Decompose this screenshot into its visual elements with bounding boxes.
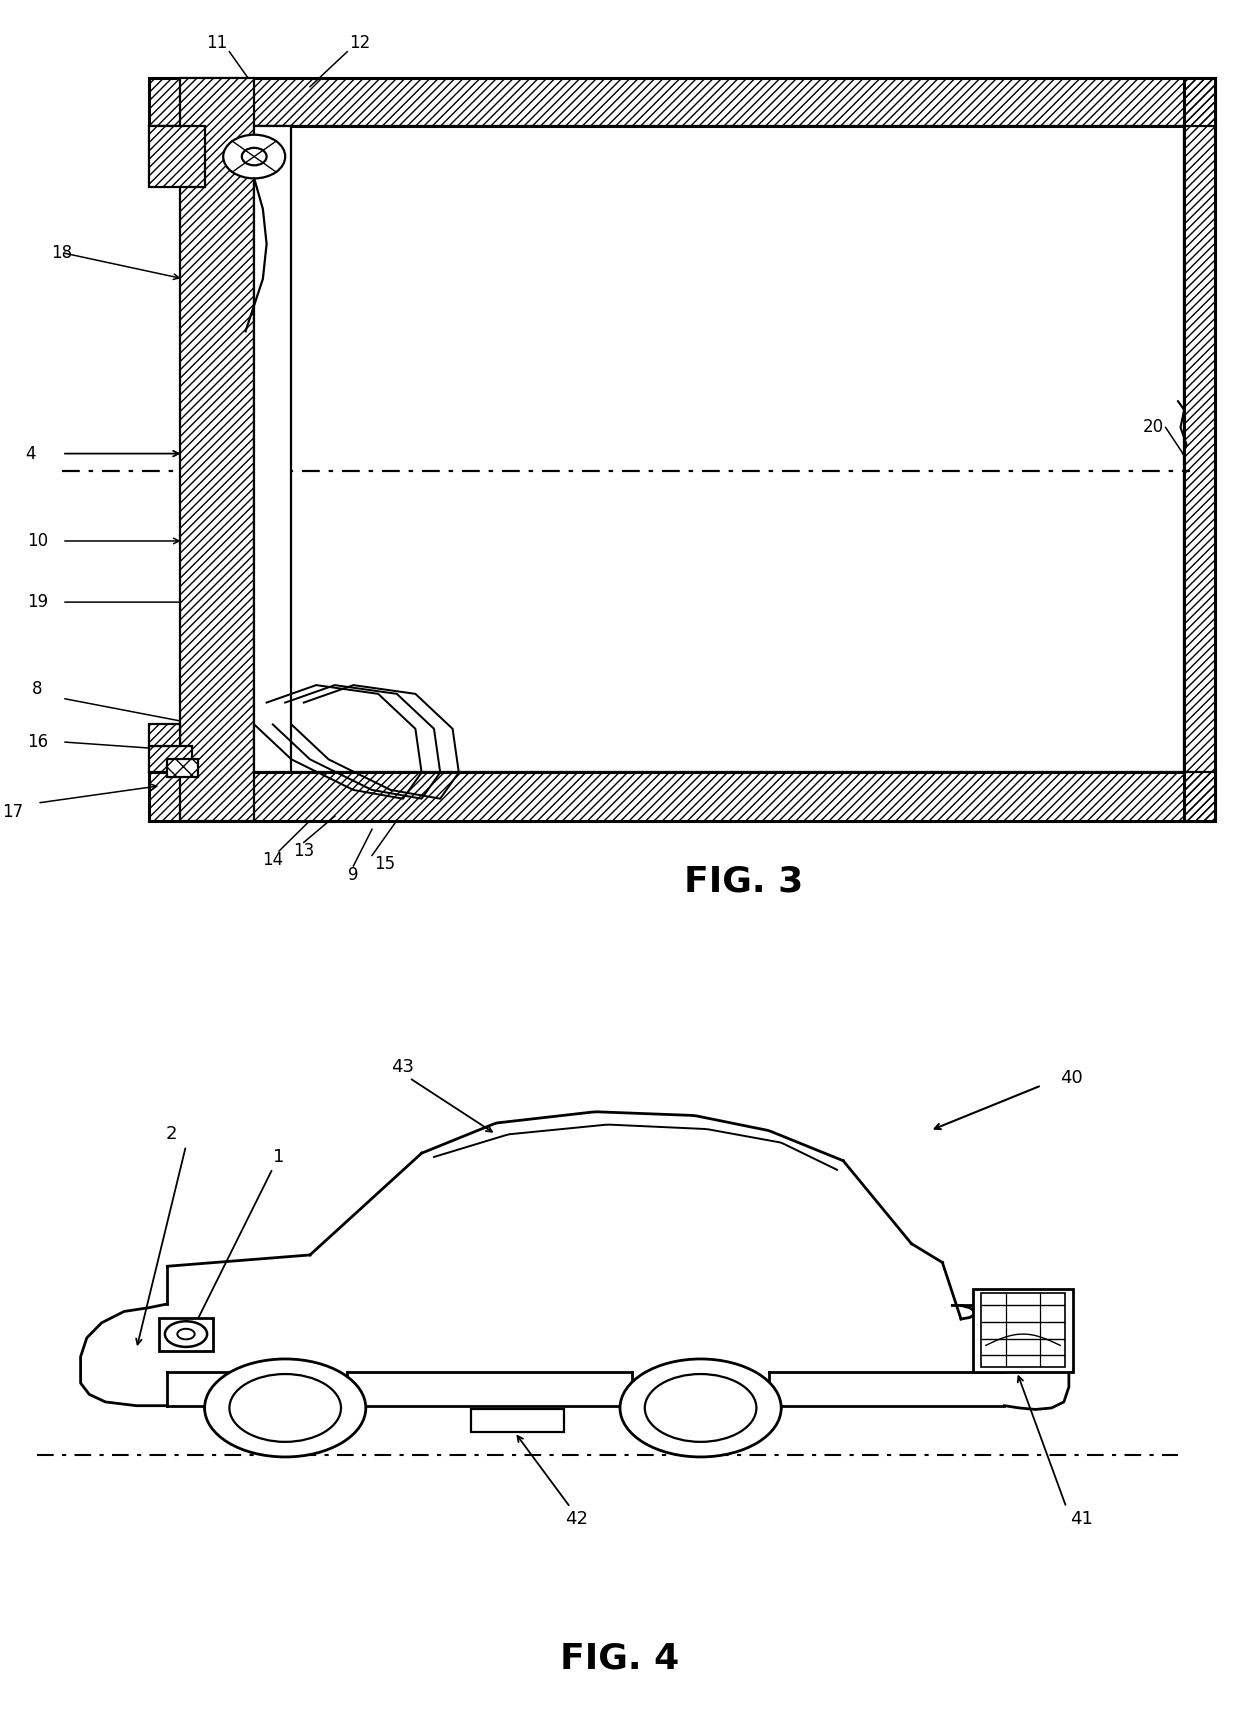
Text: 4: 4 [26,445,36,463]
Bar [167,759,198,778]
Bar [254,127,291,773]
Bar [149,725,180,747]
Bar [973,1288,1073,1372]
Circle shape [620,1358,781,1458]
Text: FIG. 3: FIG. 3 [684,865,804,899]
Text: 1: 1 [273,1148,285,1167]
Text: 14: 14 [262,851,284,868]
Bar [1184,77,1215,821]
Text: 17: 17 [1,803,24,821]
Text: 10: 10 [26,533,48,550]
Text: 40: 40 [1060,1069,1083,1086]
Text: 18: 18 [51,243,73,262]
Bar [149,127,205,187]
Bar [149,127,205,187]
Circle shape [223,135,285,178]
Circle shape [229,1374,341,1442]
Bar [149,773,1215,821]
Circle shape [177,1329,195,1340]
Bar [981,1293,1065,1367]
Text: FIG. 4: FIG. 4 [560,1641,680,1675]
Text: 20: 20 [1142,418,1164,437]
Bar [180,77,254,821]
Bar [180,77,254,821]
Text: 2: 2 [165,1125,177,1143]
Bar [149,77,1215,127]
Bar [471,1410,564,1432]
Text: 12: 12 [348,34,371,51]
Text: 41: 41 [1070,1509,1092,1528]
Text: 13: 13 [293,843,315,860]
Bar [159,1317,213,1350]
Bar [149,747,192,773]
Bar [149,725,180,747]
Circle shape [645,1374,756,1442]
Text: 19: 19 [26,593,48,612]
Text: 43: 43 [392,1057,414,1076]
Text: 9: 9 [348,865,358,884]
Circle shape [165,1321,207,1346]
Text: 42: 42 [565,1509,588,1528]
Text: 8: 8 [32,680,42,699]
Bar [149,77,1215,127]
Text: 11: 11 [206,34,228,51]
Bar [149,747,192,773]
Text: 15: 15 [373,855,396,874]
Bar [167,759,198,778]
Text: 16: 16 [26,733,48,750]
Bar [149,773,1215,821]
Circle shape [205,1358,366,1458]
Circle shape [242,147,267,166]
Bar [1184,77,1215,821]
